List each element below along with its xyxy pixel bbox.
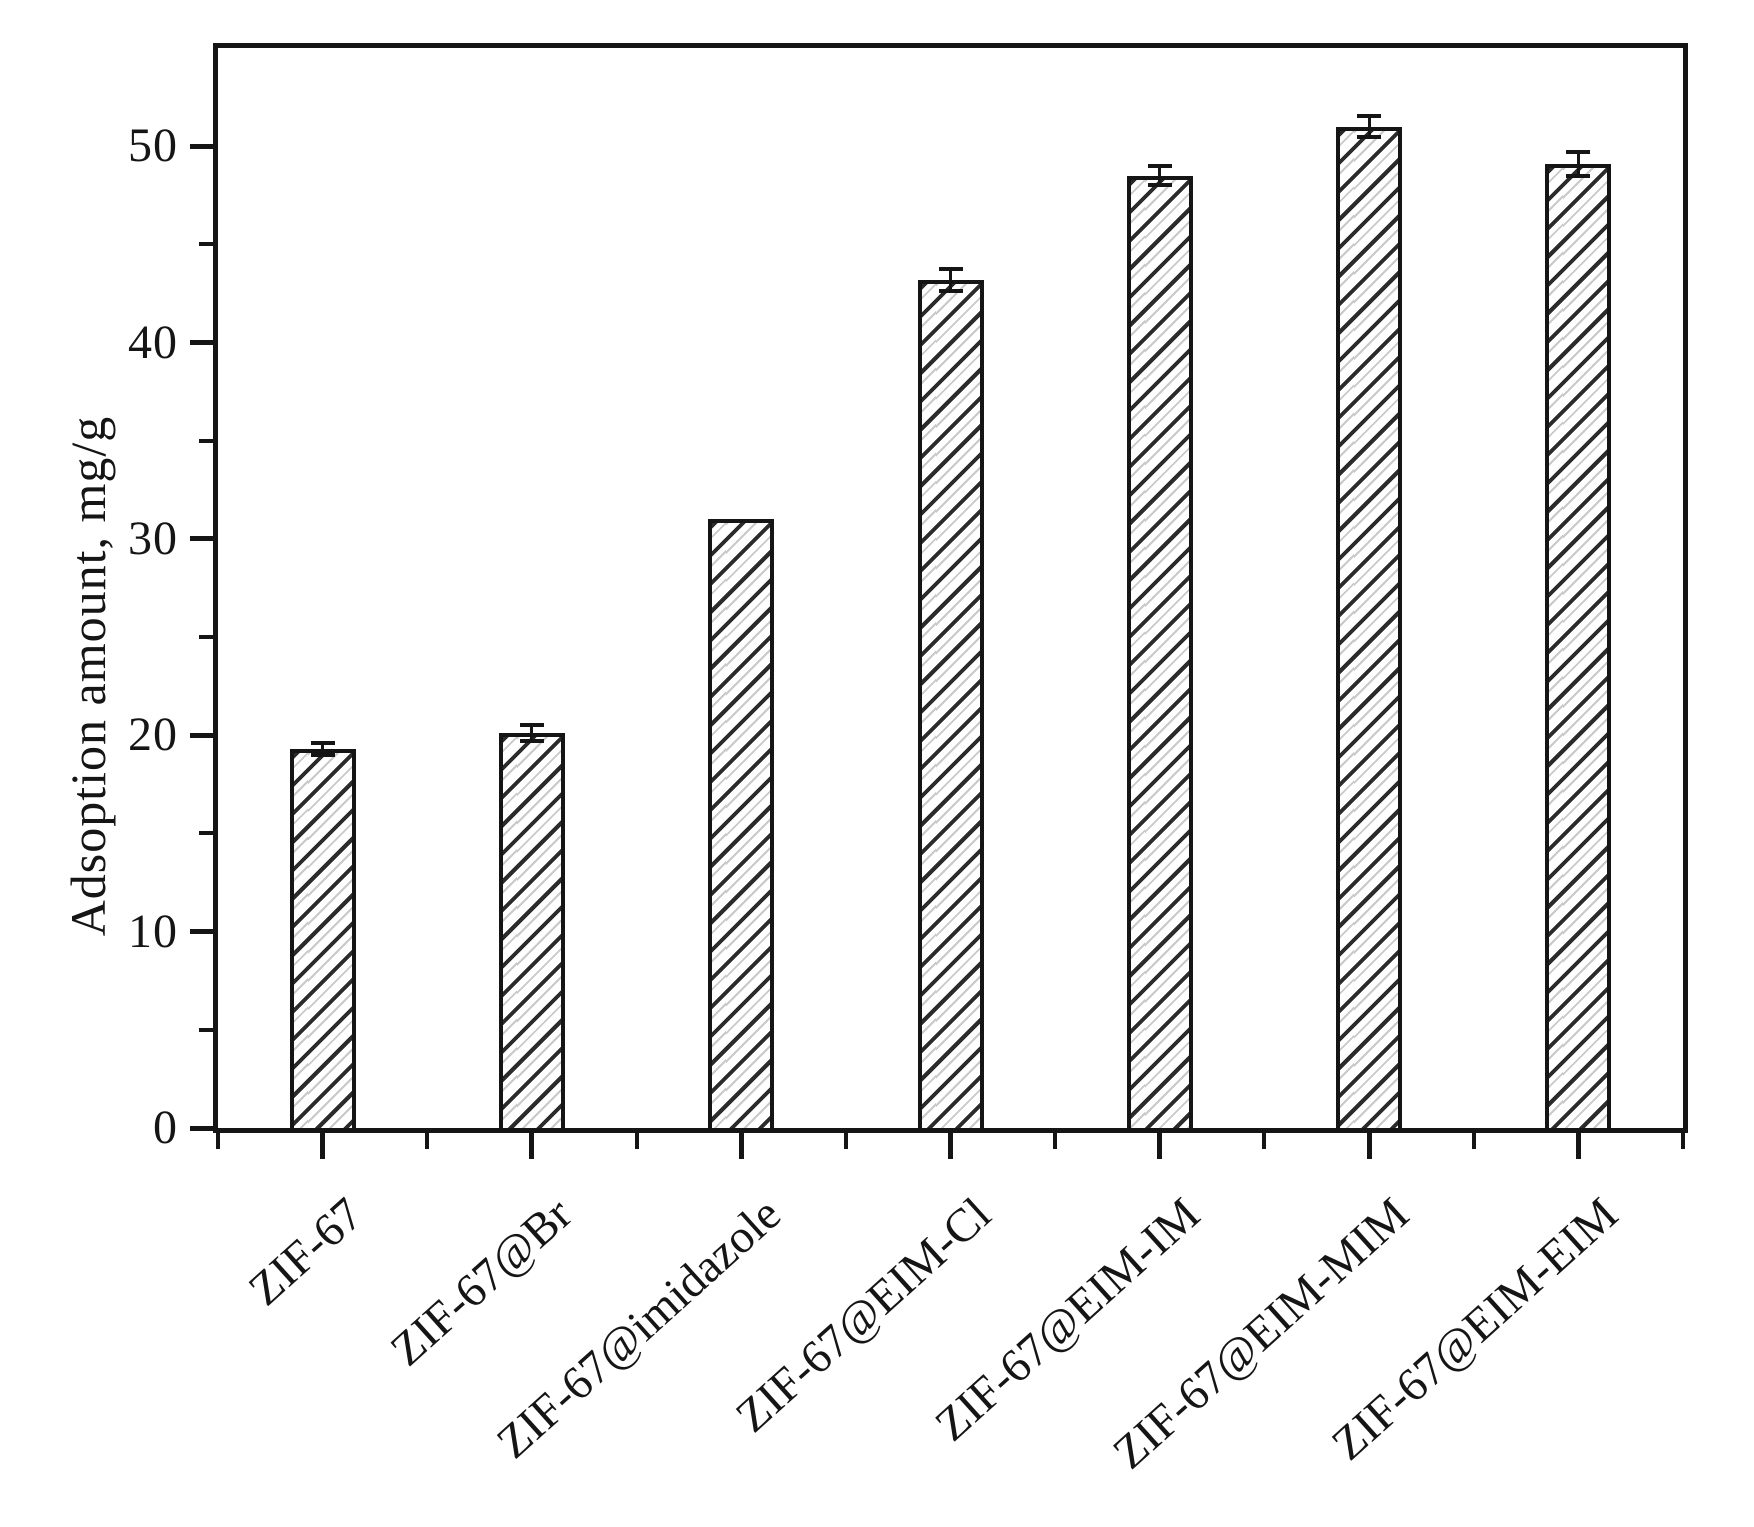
error-bar-cap-bottom bbox=[938, 288, 963, 293]
error-bar-cap-top bbox=[310, 741, 335, 746]
x-axis-minor-tick bbox=[1053, 1133, 1058, 1149]
error-bar-line bbox=[321, 743, 325, 755]
bar bbox=[289, 749, 356, 1128]
error-bar-cap-top bbox=[1147, 163, 1172, 168]
error-bar-line bbox=[530, 725, 534, 742]
x-axis-major-tick bbox=[738, 1133, 744, 1159]
error-bar-cap-bottom bbox=[1357, 135, 1382, 140]
plot-frame: 0 10 20 30 40 50 ZIF-67 ZIF-67@Br ZIF-67@imidazo… bbox=[128, 43, 1688, 1479]
y-axis-tick-label: 20 bbox=[128, 708, 178, 762]
x-axis-major-tick bbox=[948, 1133, 953, 1159]
y-axis-major-tick bbox=[190, 340, 213, 346]
error-bar-line bbox=[1576, 152, 1580, 176]
y-axis-major-tick bbox=[190, 929, 213, 935]
y-axis-minor-tick bbox=[199, 635, 213, 640]
y-axis-minor-tick bbox=[199, 242, 213, 247]
x-axis-minor-tick bbox=[843, 1133, 848, 1149]
y-axis-minor-tick bbox=[199, 438, 213, 443]
y-axis-minor-tick bbox=[199, 1027, 213, 1032]
x-axis-major-tick bbox=[1575, 1133, 1581, 1159]
y-axis-tick-label: 30 bbox=[128, 511, 178, 565]
error-bar-cap-bottom bbox=[1566, 173, 1591, 178]
bar bbox=[1336, 126, 1403, 1128]
error-bar-cap-bottom bbox=[310, 752, 335, 757]
y-axis-major-tick bbox=[190, 536, 213, 542]
error-bar-cap-bottom bbox=[1147, 183, 1172, 188]
x-axis-major-tick bbox=[1157, 1133, 1163, 1159]
bar bbox=[1126, 175, 1193, 1128]
error-bar-cap-bottom bbox=[519, 739, 544, 744]
x-axis-minor-tick bbox=[634, 1133, 639, 1149]
x-axis-major-tick bbox=[529, 1133, 535, 1159]
x-axis-major-tick bbox=[1366, 1133, 1372, 1159]
y-axis-major-tick bbox=[190, 1125, 213, 1131]
x-axis-minor-tick bbox=[425, 1133, 430, 1149]
bar bbox=[1545, 163, 1612, 1128]
error-bar-line bbox=[949, 268, 952, 291]
error-bar-cap-top bbox=[938, 266, 963, 271]
y-axis-label: Adsoption amount, mg/g bbox=[60, 415, 116, 937]
x-axis-minor-tick bbox=[216, 1133, 220, 1149]
error-bar-cap-top bbox=[519, 723, 544, 728]
x-axis-minor-tick bbox=[1262, 1133, 1267, 1149]
x-axis-major-tick bbox=[320, 1133, 326, 1159]
x-category-label: ZIF-67 bbox=[238, 1188, 373, 1316]
error-bar-line bbox=[1367, 115, 1371, 138]
y-axis-tick-label: 0 bbox=[153, 1101, 178, 1154]
y-axis-minor-tick bbox=[199, 831, 213, 836]
y-axis-tick-label: 40 bbox=[128, 315, 178, 369]
error-bar-cap-top bbox=[1357, 113, 1382, 118]
bar bbox=[708, 519, 775, 1128]
error-bar-cap-top bbox=[1566, 150, 1591, 155]
y-axis-tick-label: 10 bbox=[128, 904, 178, 958]
y-axis-tick-label: 50 bbox=[128, 119, 178, 173]
bar bbox=[917, 279, 984, 1128]
y-axis-major-tick bbox=[190, 143, 213, 149]
x-axis-minor-tick bbox=[1471, 1133, 1476, 1149]
y-axis-major-tick bbox=[190, 732, 213, 738]
error-bar-line bbox=[1158, 165, 1162, 186]
x-axis-minor-tick bbox=[1681, 1133, 1685, 1149]
bar bbox=[498, 733, 565, 1128]
